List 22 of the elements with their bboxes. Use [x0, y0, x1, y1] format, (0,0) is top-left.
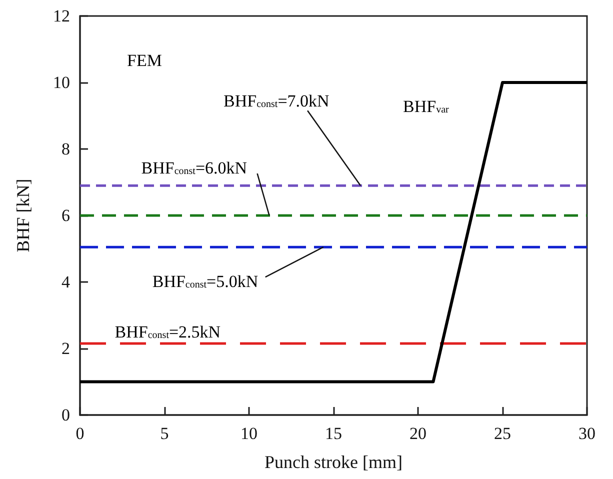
annotation: BHFconst=6.0kN [141, 158, 248, 178]
y-tick-label: 10 [53, 73, 70, 92]
y-tick-label: 6 [62, 206, 70, 225]
x-axis-title: Punch stroke [mm] [264, 452, 402, 472]
annotation: BHFvar [403, 97, 450, 116]
x-tick-label: 10 [240, 424, 258, 443]
y-tick-label: 0 [62, 406, 70, 424]
annotation: FEM [127, 51, 162, 70]
x-tick-label: 0 [76, 424, 84, 443]
y-tick-label: 12 [53, 6, 70, 26]
y-tick-label: 8 [62, 140, 70, 158]
y-tick-label: 2 [62, 339, 70, 358]
x-tick-label: 25 [494, 424, 511, 443]
annotation: BHFconst=5.0kN [152, 272, 258, 292]
x-tick-label: 30 [578, 424, 596, 443]
x-tick-label: 5 [160, 424, 169, 443]
annotation: BHFconst=2.5kN [114, 322, 221, 342]
x-tick-label: 15 [325, 424, 342, 443]
y-axis-title: BHF [kN] [13, 178, 33, 252]
annotation: BHFconst=7.0kN [224, 92, 330, 111]
x-tick-label: 20 [410, 424, 426, 443]
y-tick-label: 4 [62, 272, 70, 292]
